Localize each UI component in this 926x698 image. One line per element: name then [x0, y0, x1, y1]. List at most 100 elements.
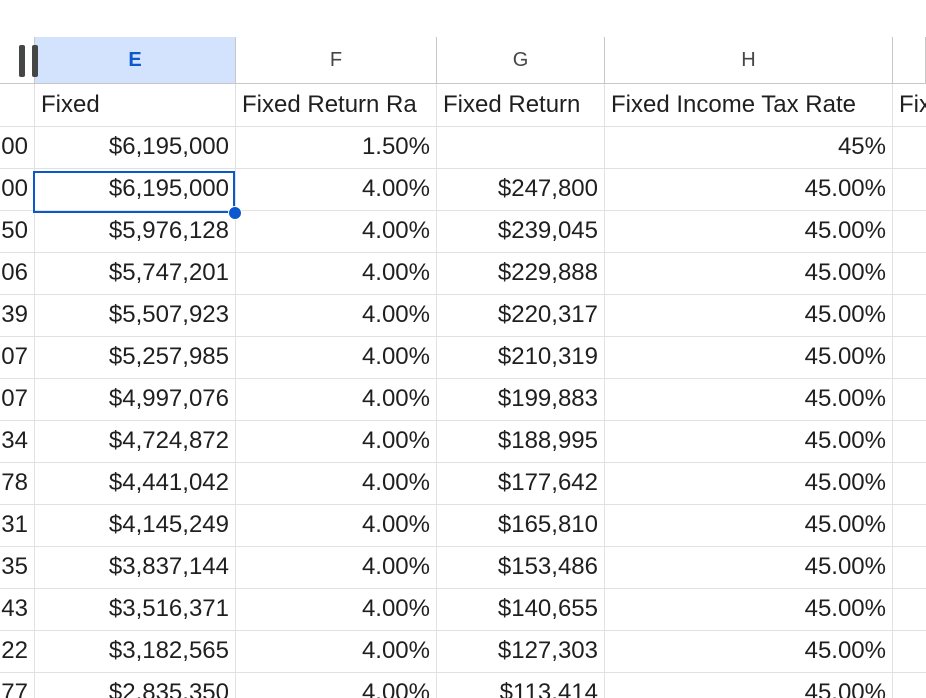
data-cell[interactable]: 4.00%	[361, 175, 430, 202]
data-cell[interactable]	[893, 210, 926, 252]
data-cell[interactable]	[893, 546, 926, 588]
header-cell[interactable]: Fixed Return	[443, 91, 581, 118]
data-cell[interactable]	[893, 588, 926, 630]
data-cell[interactable]: 45.00%	[804, 343, 886, 370]
data-cell[interactable]: 4.00%	[361, 469, 430, 496]
data-cell[interactable]: $140,655	[497, 595, 598, 622]
selected-cell-outline[interactable]	[33, 171, 235, 213]
data-cell[interactable]	[893, 630, 926, 672]
data-cell[interactable]: 00	[1, 175, 28, 202]
data-cell[interactable]: $3,516,371	[108, 595, 229, 622]
data-cell[interactable]: 78	[1, 469, 28, 496]
data-cell[interactable]: 22	[1, 637, 28, 664]
column-header-g[interactable]: G	[437, 37, 605, 84]
data-cell[interactable]: $5,507,923	[108, 301, 229, 328]
data-cell[interactable]: 06	[1, 259, 28, 286]
data-cell[interactable]: $6,195,000	[108, 133, 229, 160]
data-cell[interactable]: 4.00%	[361, 511, 430, 538]
data-cell[interactable]: $210,319	[497, 343, 598, 370]
data-cell[interactable]: 4.00%	[361, 637, 430, 664]
freeze-column-handle[interactable]	[19, 45, 39, 77]
header-cell[interactable]: Fixed	[41, 91, 100, 118]
data-cell[interactable]: 31	[1, 511, 28, 538]
data-cell[interactable]: $247,800	[497, 175, 598, 202]
data-cell[interactable]: 4.00%	[361, 343, 430, 370]
data-cell[interactable]	[893, 294, 926, 336]
data-cell[interactable]: $4,145,249	[108, 511, 229, 538]
data-cell[interactable]: $5,257,985	[108, 343, 229, 370]
data-cell[interactable]: 45.00%	[804, 553, 886, 580]
data-cell[interactable]: 45.00%	[804, 637, 886, 664]
data-cell[interactable]	[893, 336, 926, 378]
data-cell[interactable]: 4.00%	[361, 259, 430, 286]
data-cell[interactable]: $2,835,350	[108, 679, 229, 698]
data-cell[interactable]	[893, 672, 926, 698]
data-cell[interactable]: $188,995	[497, 427, 598, 454]
data-cell[interactable]: $127,303	[497, 637, 598, 664]
data-cell[interactable]: 34	[1, 427, 28, 454]
data-cell[interactable]: $4,997,076	[108, 385, 229, 412]
data-cell[interactable]: $165,810	[497, 511, 598, 538]
data-cell[interactable]: 45.00%	[804, 175, 886, 202]
data-cell[interactable]	[893, 462, 926, 504]
data-cell[interactable]: $229,888	[497, 259, 598, 286]
data-cell[interactable]: $6,195,000	[108, 175, 229, 202]
data-cell[interactable]	[893, 420, 926, 462]
data-cell[interactable]: $5,747,201	[108, 259, 229, 286]
data-cell[interactable]: 77	[1, 679, 28, 698]
column-header-h[interactable]: H	[605, 37, 893, 84]
data-cell[interactable]: $5,976,128	[108, 217, 229, 244]
data-cell[interactable]	[893, 504, 926, 546]
data-cell[interactable]: 4.00%	[361, 553, 430, 580]
data-cell[interactable]: 35	[1, 553, 28, 580]
data-cell[interactable]: $4,441,042	[108, 469, 229, 496]
data-cell[interactable]: 45.00%	[804, 427, 886, 454]
data-cell[interactable]: 4.00%	[361, 217, 430, 244]
fill-handle[interactable]	[228, 206, 242, 220]
data-cell[interactable]: 4.00%	[361, 427, 430, 454]
data-cell[interactable]: $153,486	[497, 553, 598, 580]
data-cell[interactable]: 45.00%	[804, 679, 886, 698]
header-cell[interactable]: Fix	[899, 91, 926, 118]
data-cell[interactable]: 07	[1, 385, 28, 412]
column-header-e[interactable]: E	[35, 37, 236, 84]
data-cell[interactable]: 50	[1, 217, 28, 244]
row-divider	[0, 378, 926, 379]
data-cell[interactable]	[893, 252, 926, 294]
header-cell[interactable]: Fixed Return Ra	[242, 91, 417, 118]
data-cell[interactable]: 45.00%	[804, 385, 886, 412]
data-cell[interactable]: 45.00%	[804, 469, 886, 496]
data-cell[interactable]: 4.00%	[361, 679, 430, 698]
data-cell[interactable]: $113,414	[499, 679, 598, 698]
data-cell[interactable]: 43	[1, 595, 28, 622]
data-cell[interactable]: 07	[1, 343, 28, 370]
data-cell[interactable]	[893, 168, 926, 210]
data-cell[interactable]	[893, 126, 926, 168]
data-cell[interactable]: 45.00%	[804, 259, 886, 286]
data-cell[interactable]: 4.00%	[361, 595, 430, 622]
column-header-f[interactable]: F	[236, 37, 437, 84]
header-cell[interactable]: Fixed Income Tax Rate	[611, 91, 857, 118]
data-cell[interactable]: $4,724,872	[108, 427, 229, 454]
data-cell[interactable]: $220,317	[497, 301, 598, 328]
data-cell[interactable]: 39	[1, 301, 28, 328]
data-cell[interactable]: $199,883	[497, 385, 598, 412]
data-cell[interactable]	[893, 378, 926, 420]
data-cell[interactable]: 45.00%	[804, 217, 886, 244]
data-cell[interactable]: 45.00%	[804, 511, 886, 538]
data-cell[interactable]: 4.00%	[361, 301, 430, 328]
header-cell[interactable]	[0, 84, 35, 126]
data-cell[interactable]: 4.00%	[361, 385, 430, 412]
data-cell[interactable]: $239,045	[497, 217, 598, 244]
data-cell[interactable]: 45.00%	[804, 595, 886, 622]
data-cell[interactable]: $3,182,565	[108, 637, 229, 664]
data-cell[interactable]: $177,642	[497, 469, 598, 496]
column-header[interactable]	[893, 37, 926, 84]
data-cell[interactable]: 00	[1, 133, 28, 160]
data-cell[interactable]: $3,837,144	[108, 553, 229, 580]
data-cell[interactable]: 45%	[837, 133, 886, 160]
column-divider	[436, 84, 437, 698]
data-cell[interactable]	[437, 126, 605, 168]
data-cell[interactable]: 45.00%	[804, 301, 886, 328]
data-cell[interactable]: 1.50%	[361, 133, 430, 160]
